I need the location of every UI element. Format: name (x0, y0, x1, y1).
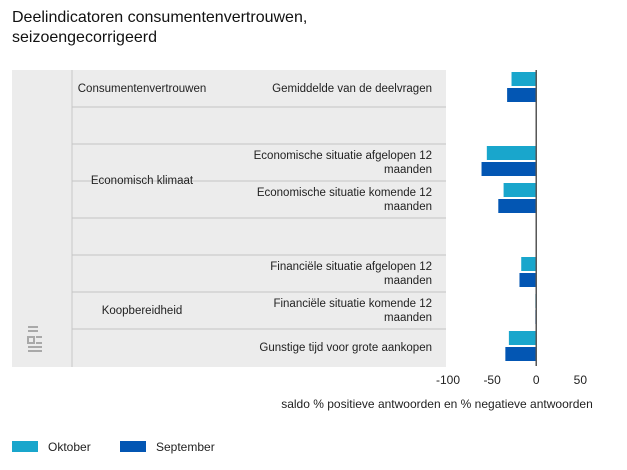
bar (481, 162, 537, 176)
category-label: Financiële situatie komende 12 maanden (273, 297, 432, 324)
group-label: Koopbereidheid (101, 304, 183, 317)
category-label: Economische situatie afgelopen 12 maande… (253, 149, 432, 176)
legend-swatch (120, 441, 146, 452)
bar (486, 146, 537, 160)
bar (511, 72, 537, 86)
bar (521, 257, 537, 271)
bar (498, 199, 537, 213)
bar (507, 88, 537, 102)
legend-label: September (156, 440, 215, 454)
group-label: Economisch klimaat (90, 175, 194, 187)
bar (508, 331, 537, 345)
logo (27, 326, 42, 352)
bar (519, 273, 537, 287)
legend-swatch (12, 441, 38, 452)
bar (503, 183, 537, 197)
category-label: Financiële situatie afgelopen 12 maanden (270, 260, 432, 287)
x-tick-label: 50 (574, 373, 588, 387)
category-label: Gemiddelde van de deelvragen (272, 82, 432, 95)
chart-title: Deelindicatoren consumentenvertrouwen, s… (12, 9, 308, 46)
x-tick-label: -50 (483, 373, 501, 387)
x-axis-title: saldo % positieve antwoorden en % negati… (281, 397, 593, 411)
category-label: Economische situatie komende 12 maanden (256, 186, 432, 213)
x-tick-label: 0 (533, 373, 540, 387)
group-label: Consumentenvertrouwen (77, 82, 207, 95)
legend-label: Oktober (48, 440, 91, 454)
x-tick-label: -100 (436, 373, 460, 387)
category-label: Gunstige tijd voor grote aankopen (259, 341, 432, 354)
bar (505, 347, 537, 361)
